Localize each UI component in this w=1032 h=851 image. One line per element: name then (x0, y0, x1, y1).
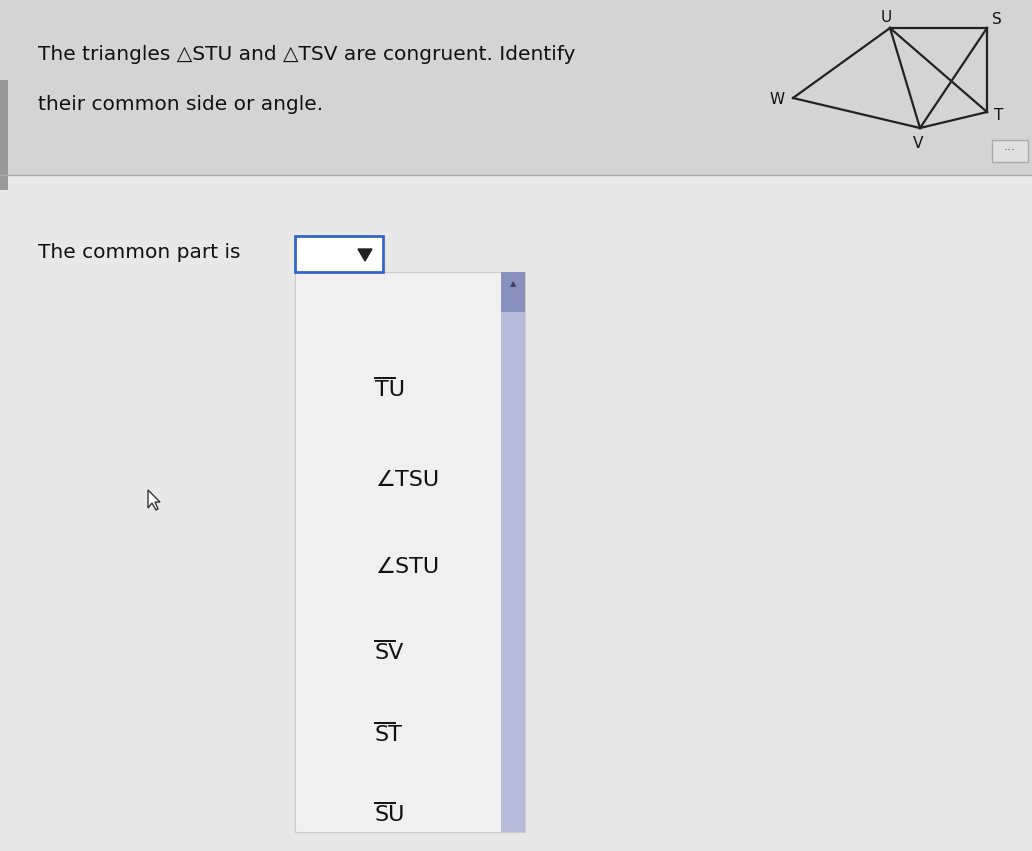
Text: ∠STU: ∠STU (375, 557, 440, 577)
Bar (0, 80, 8, 190)
Text: V: V (913, 136, 924, 151)
Text: ST: ST (375, 725, 402, 745)
Text: SU: SU (375, 805, 406, 825)
Text: ∠TSU: ∠TSU (375, 470, 440, 490)
Text: W: W (770, 93, 784, 107)
Bar (295, 236, 383, 272)
Bar (992, 140, 1028, 162)
Text: ▲: ▲ (510, 279, 516, 288)
Text: The triangles △STU and △TSV are congruent. Identify: The triangles △STU and △TSV are congruen… (38, 45, 576, 64)
Bar (295, 272, 525, 832)
Text: ···: ··· (1004, 145, 1015, 157)
Polygon shape (148, 490, 160, 510)
Bar (501, 272, 525, 832)
Bar (501, 272, 525, 312)
Text: The common part is: The common part is (38, 243, 240, 261)
Text: T: T (994, 108, 1004, 123)
Text: their common side or angle.: their common side or angle. (38, 95, 323, 114)
Bar (0, 175, 1032, 851)
Text: U: U (880, 10, 892, 26)
Text: S: S (992, 13, 1002, 27)
Polygon shape (358, 249, 372, 261)
Bar (0, 0, 1032, 175)
Text: SV: SV (375, 643, 405, 663)
Text: TU: TU (375, 380, 405, 400)
